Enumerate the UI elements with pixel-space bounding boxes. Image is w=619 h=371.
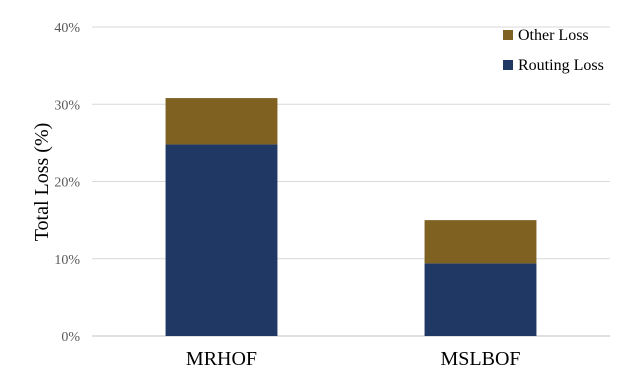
- bar-routing-loss-mrhof: [165, 144, 278, 336]
- y-axis-title: Total Loss (%): [31, 123, 53, 242]
- bar-other-loss-mslbof: [424, 220, 537, 264]
- y-axis-ticks: 0% 10% 20% 30% 40%: [54, 21, 80, 345]
- y-tick-label: 0%: [61, 330, 80, 345]
- y-tick-label: 40%: [54, 21, 80, 36]
- y-tick-label: 20%: [54, 176, 80, 191]
- y-tick-label: 10%: [54, 253, 80, 268]
- bar-routing-loss-mslbof: [424, 263, 537, 336]
- x-axis-categories: MRHOF MSLBOF: [186, 348, 521, 370]
- legend: Other Loss Routing Loss: [503, 27, 604, 74]
- x-category-label: MRHOF: [186, 348, 257, 370]
- legend-label: Other Loss: [518, 27, 589, 44]
- legend-swatch: [503, 60, 513, 70]
- legend-swatch: [503, 30, 513, 40]
- bars: [165, 98, 537, 336]
- bar-other-loss-mrhof: [165, 98, 278, 145]
- x-category-label: MSLBOF: [440, 348, 520, 370]
- legend-label: Routing Loss: [518, 57, 604, 74]
- y-tick-label: 30%: [54, 98, 80, 113]
